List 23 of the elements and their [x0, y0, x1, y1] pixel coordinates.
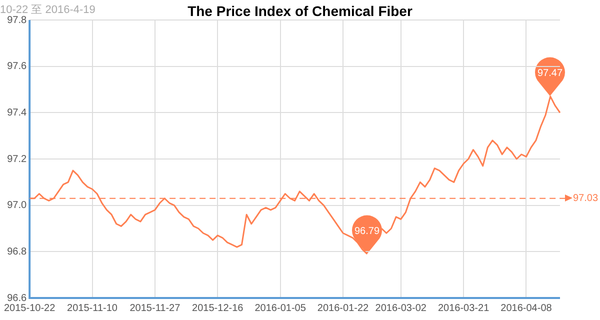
chart-title: The Price Index of Chemical Fiber [188, 3, 412, 19]
x-tick-label: 2016-03-21 [438, 302, 490, 314]
x-tick-label: 2016-01-05 [254, 302, 306, 314]
x-tick-label: 2015-12-16 [192, 302, 244, 314]
y-tick-label: 97.8 [7, 14, 28, 26]
x-tick-label: 2016-04-08 [500, 302, 552, 314]
y-tick-label: 97.2 [7, 154, 28, 165]
y-tick-label: 97.6 [7, 61, 28, 72]
x-tick-label: 2016-01-22 [317, 302, 370, 314]
x-tick-label: 2016-03-02 [375, 302, 427, 314]
map-pin-icon: 96.79 [351, 214, 384, 254]
annotation: 96.79 [354, 226, 380, 237]
y-tick-label: 96.6 [7, 292, 28, 304]
chart-subtitle: 10-22 至 2016-4-19 [0, 3, 96, 16]
x-tick-label: 2015-10-22 [4, 302, 56, 314]
x-tick-label: 2015-11-27 [130, 302, 181, 314]
x-tick-label: 2015-11-10 [67, 302, 118, 314]
y-tick-label: 97.0 [7, 200, 28, 212]
map-pin-icon: 97.47 [534, 56, 566, 96]
annotation: 97.47 [538, 68, 564, 80]
y-tick-label: 97.4 [7, 107, 28, 118]
ref-line-label: 97.03 [573, 193, 598, 204]
y-tick-label: 96.8 [7, 246, 28, 258]
